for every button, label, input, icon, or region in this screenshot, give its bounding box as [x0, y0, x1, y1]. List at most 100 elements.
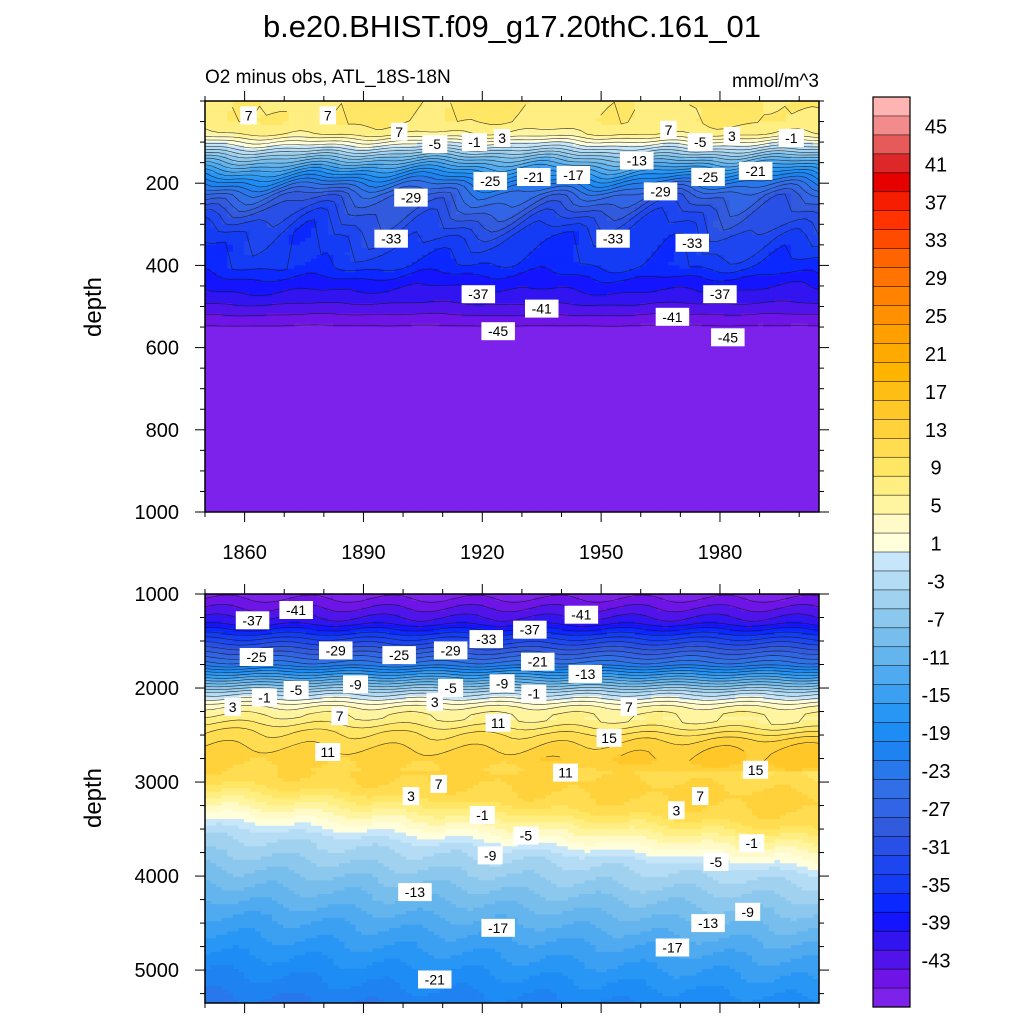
contour-cell: [277, 443, 284, 448]
contour-cell: [205, 457, 212, 462]
contour-cell: [283, 224, 290, 229]
contour-cell: [249, 477, 256, 482]
contour-cell: [378, 440, 385, 445]
contour-cell: [394, 104, 401, 109]
contour-cell: [316, 128, 323, 133]
contour-cell: [299, 323, 307, 328]
contour-cell: [210, 398, 217, 403]
contour-cell: [411, 453, 418, 458]
contour-cell: [216, 104, 223, 109]
contour-cell: [322, 135, 329, 140]
contour-cell: [366, 412, 374, 417]
contour-cell: [405, 210, 413, 215]
contour-cell: [383, 508, 390, 512]
contour-cell: [361, 104, 368, 109]
contour-cell: [260, 460, 267, 465]
contour-cell: [305, 220, 312, 225]
contour-cell: [311, 457, 318, 462]
contour-cell: [338, 412, 346, 417]
contour-cell: [428, 498, 435, 503]
contour-cell: [350, 196, 357, 201]
contour-cell: [422, 351, 429, 356]
contour-cell: [221, 190, 228, 195]
contour-cell: [249, 405, 256, 410]
contour-cell: [277, 351, 284, 356]
contour-cell: [232, 292, 240, 297]
contour-cell: [394, 344, 401, 349]
contour-cell: [366, 450, 374, 455]
contour-cell: [232, 333, 240, 338]
contour-cell: [378, 193, 385, 198]
contour-cell: [244, 142, 251, 147]
contour-cell: [244, 261, 251, 266]
contour-cell: [417, 142, 424, 147]
contour-cell: [294, 416, 301, 421]
contour-cell: [383, 361, 390, 366]
contour-cell: [255, 306, 262, 311]
contour-cell: [311, 289, 318, 294]
contour-cell: [238, 405, 245, 410]
contour-cell: [350, 375, 357, 380]
contour-cell: [361, 299, 368, 304]
contour-cell: [283, 429, 290, 434]
contour-cell: [333, 474, 340, 479]
contour-cell: [232, 148, 240, 153]
contour-cell: [361, 107, 368, 112]
contour-cell: [221, 457, 228, 462]
contour-cell: [238, 296, 245, 301]
contour-cell: [417, 220, 424, 225]
contour-cell: [405, 385, 413, 390]
contour-cell: [210, 162, 217, 167]
contour-cell: [355, 224, 362, 229]
contour-cell: [417, 155, 424, 160]
contour-cell: [316, 361, 323, 366]
contour-cell: [322, 467, 329, 472]
contour-cell: [327, 251, 334, 256]
contour-cell: [238, 272, 245, 277]
contour-cell: [294, 275, 301, 280]
contour-cell: [305, 395, 312, 400]
contour-cell: [249, 351, 256, 356]
contour-cell: [283, 162, 290, 167]
contour-cell: [428, 210, 435, 215]
contour-cell: [283, 470, 290, 475]
contour-cell: [311, 412, 318, 417]
contour-cell: [383, 210, 390, 215]
contour-cell: [305, 282, 312, 287]
contour-cell: [299, 501, 307, 506]
contour-cell: [271, 378, 279, 383]
contour-cell: [405, 505, 413, 510]
contour-cell: [355, 186, 362, 191]
contour-cell: [311, 231, 318, 236]
contour-cell: [288, 176, 295, 181]
contour-cell: [271, 488, 279, 493]
contour-cell: [221, 107, 228, 112]
contour-cell: [366, 416, 374, 421]
contour-cell: [389, 477, 396, 482]
contour-cell: [433, 272, 441, 277]
contour-cell: [271, 296, 279, 301]
contour-cell: [417, 361, 424, 366]
contour-cell: [271, 244, 279, 249]
contour-cell: [405, 392, 413, 397]
contour-cell: [405, 248, 413, 253]
contour-cell: [433, 238, 441, 243]
contour-cell: [232, 429, 240, 434]
contour-cell: [221, 323, 228, 328]
contour-cell: [266, 285, 273, 290]
contour-cell: [350, 508, 357, 512]
contour-cell: [361, 231, 368, 236]
contour-cell: [316, 285, 323, 290]
contour-cell: [322, 347, 329, 352]
contour-cell: [305, 388, 312, 393]
contour-cell: [255, 453, 262, 458]
contour-cell: [311, 436, 318, 441]
contour-cell: [249, 443, 256, 448]
contour-cell: [294, 457, 301, 462]
contour-cell: [277, 333, 284, 338]
contour-cell: [378, 385, 385, 390]
contour-cell: [277, 282, 284, 287]
contour-cell: [238, 162, 245, 167]
contour-cell: [227, 488, 234, 493]
contour-cell: [227, 244, 234, 249]
